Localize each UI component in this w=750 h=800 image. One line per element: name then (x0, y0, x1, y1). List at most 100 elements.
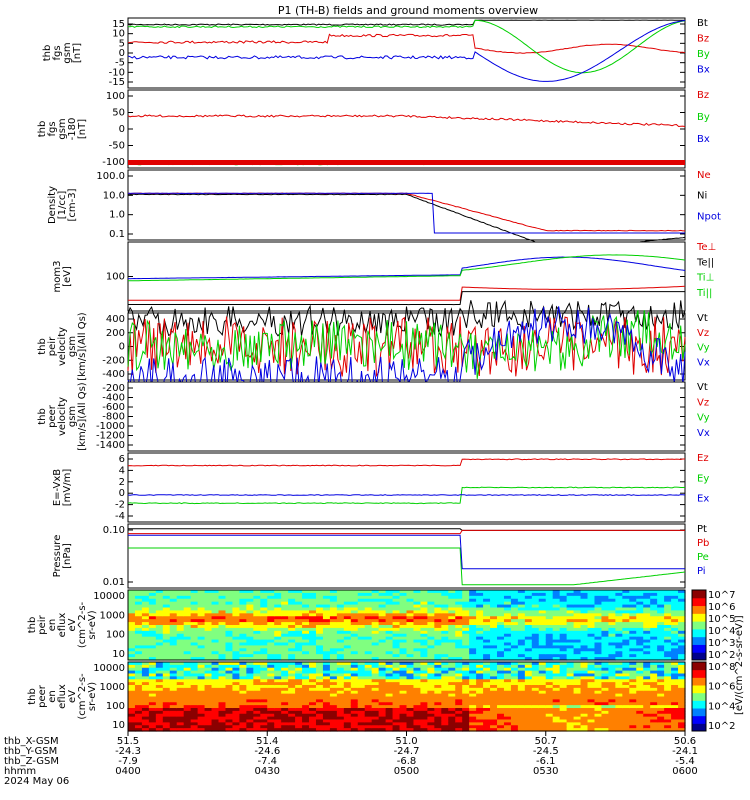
spectrogram-cell (420, 679, 428, 683)
spectrogram-cell (357, 610, 366, 614)
spectrogram-cell (288, 627, 296, 632)
spectrogram-cell (657, 619, 665, 623)
legend-Vt: Vt (697, 382, 708, 393)
spectrogram-cell (295, 654, 303, 658)
spectrogram-cell (476, 719, 484, 723)
spectrogram-cell (169, 625, 178, 629)
spectrogram-cell (559, 657, 568, 661)
spectrogram-cell (128, 702, 136, 706)
spectrogram-cell (531, 682, 540, 686)
spectrogram-cell (587, 645, 596, 649)
spectrogram-cell (671, 633, 679, 638)
spectrogram-cell (678, 708, 686, 712)
x-row-label: hhmm (4, 766, 36, 777)
spectrogram-cell (629, 613, 637, 617)
spectrogram-cell (148, 601, 157, 606)
spectrogram-cell (211, 636, 220, 641)
spectrogram-cell (455, 696, 463, 700)
spectrogram-cell (134, 682, 143, 686)
spectrogram-cell (148, 699, 157, 703)
spectrogram-cell (406, 642, 415, 647)
spectrogram-cell (441, 592, 449, 597)
colorbar-swatch (692, 715, 706, 724)
spectrogram-cell (636, 654, 644, 658)
series-Ti-perp (127, 256, 686, 280)
spectrogram-cell (322, 590, 331, 594)
spectrogram-cell (469, 699, 477, 703)
spectrogram-cell (441, 685, 449, 689)
spectrogram-cell (497, 619, 505, 623)
spectrogram-cell (281, 716, 289, 721)
spectrogram-cell (169, 598, 178, 603)
spectrogram-cell (315, 667, 324, 672)
spectrogram-cell (288, 685, 296, 689)
spectrogram-cell (448, 639, 456, 644)
spectrogram-cell (329, 670, 338, 675)
spectrogram-cell (211, 728, 220, 732)
spectrogram-cell (343, 610, 352, 614)
spectrogram-cell (469, 654, 477, 658)
spectrogram-cell (510, 601, 519, 606)
spectrogram-cell (559, 670, 568, 675)
spectrogram-cell (510, 633, 519, 638)
y-label-line: Density (47, 186, 58, 224)
spectrogram-cell (629, 664, 637, 669)
spectrogram-cell (559, 705, 568, 709)
spectrogram-cell (573, 639, 582, 644)
spectrogram-cell (469, 708, 477, 712)
spectrogram-cell (239, 673, 247, 677)
spectrogram-cell (573, 676, 582, 680)
spectrogram-cell (643, 592, 651, 597)
spectrogram-cell (204, 708, 213, 712)
spectrogram-cell (211, 716, 220, 721)
spectrogram-cell (302, 657, 310, 661)
figure-title: P1 (TH-B) fields and ground moments over… (278, 4, 538, 17)
spectrogram-cell (169, 616, 178, 620)
spectrogram-cell (497, 679, 505, 683)
spectrogram-cell (378, 595, 387, 600)
spectrogram-cell (141, 702, 150, 706)
spectrogram-cell (204, 645, 213, 649)
spectrogram-cell (434, 705, 442, 709)
spectrogram-cell (566, 598, 575, 603)
spectrogram-cell (566, 685, 575, 689)
spectrogram-cell (476, 662, 484, 666)
spectrogram-cell (601, 676, 610, 680)
spectrogram-cell (441, 725, 449, 729)
spectrogram-cell (211, 685, 220, 689)
spectrogram-cell (378, 657, 387, 661)
spectrogram-cell (246, 642, 254, 647)
spectrogram-cell (664, 705, 672, 709)
spectrogram-cell (615, 633, 623, 638)
spectrogram-cell (566, 627, 575, 632)
spectrogram-cell (469, 690, 477, 695)
spectrogram-cell (601, 702, 610, 706)
spectrogram-cell (267, 725, 275, 729)
spectrogram-cell (329, 685, 338, 689)
spectrogram-cell (288, 622, 296, 626)
spectrogram-cell (455, 664, 463, 669)
spectrogram-cell (420, 664, 428, 669)
spectrogram-cell (448, 682, 456, 686)
y-tick-label: -2 (115, 500, 125, 511)
spectrogram-cell (211, 601, 220, 606)
spectrogram-cell (462, 725, 470, 729)
spectrogram-cell (671, 613, 679, 617)
spectrogram-cell (155, 690, 164, 695)
spectrogram-cell (629, 725, 637, 729)
spectrogram-cell (413, 664, 422, 669)
spectrogram-cell (524, 693, 533, 698)
spectrogram-cell (587, 598, 596, 603)
spectrogram-cell (350, 613, 359, 617)
spectrogram-cell (462, 705, 470, 709)
spectrogram-cell (580, 719, 589, 723)
spectrogram-cell (545, 601, 554, 606)
spectrogram-cell (399, 682, 408, 686)
spectrogram-cell (427, 690, 435, 695)
spectrogram-cell (531, 613, 540, 617)
spectrogram-cell (302, 639, 310, 644)
spectrogram-cell (427, 616, 435, 620)
spectrogram-cell (288, 716, 296, 721)
spectrogram-cell (608, 719, 616, 723)
spectrogram-cell (622, 690, 630, 695)
